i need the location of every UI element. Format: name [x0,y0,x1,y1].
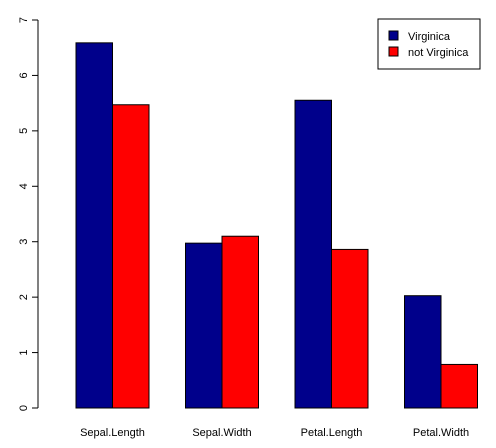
legend-swatch [388,30,399,41]
bar-petal-width-virginica [404,295,442,409]
y-tick-label: 0 [18,405,30,411]
y-tick-label: 2 [18,294,30,300]
x-axis-labels: Sepal.Length Sepal.Width Petal.Length Petal… [80,427,469,439]
x-category-label: Petal.Width [413,427,469,439]
y-tick-label: 1 [18,350,30,356]
legend-label: not Virginica [408,47,469,59]
x-category-label: Sepal.Width [192,427,251,439]
y-tick-label: 4 [18,183,30,189]
bar-sepal-length-not-virginica [112,104,150,409]
bar-petal-width-not-virginica [440,363,478,409]
legend-swatch [388,46,399,57]
y-axis: 0 1 2 3 4 5 6 7 [18,17,39,411]
x-category-label: Petal.Length [301,427,363,439]
y-tick-label: 3 [18,239,30,245]
bar-sepal-width-not-virginica [221,235,259,409]
y-tick-label: 7 [18,17,30,23]
x-category-label: Sepal.Length [80,427,145,439]
bar-petal-length-virginica [294,99,332,409]
legend-box [377,18,481,70]
y-tick-label: 6 [18,72,30,78]
y-tick-label: 5 [18,128,30,134]
bars-group [75,42,478,409]
legend-label: Virginica [408,31,451,43]
legend: Virginica not Virginica [377,18,481,70]
bar-sepal-width-virginica [185,242,223,409]
bar-petal-length-not-virginica [331,248,369,409]
bar-sepal-length-virginica [75,42,113,409]
